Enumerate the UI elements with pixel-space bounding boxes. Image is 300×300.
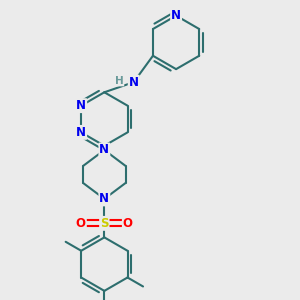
Text: N: N xyxy=(99,192,109,206)
Text: O: O xyxy=(76,217,86,230)
Text: N: N xyxy=(76,99,86,112)
Text: H: H xyxy=(115,76,123,85)
Text: S: S xyxy=(100,217,109,230)
Text: N: N xyxy=(99,143,109,157)
Text: N: N xyxy=(129,76,139,89)
Text: N: N xyxy=(171,9,181,22)
Text: O: O xyxy=(123,217,133,230)
Text: N: N xyxy=(76,126,86,139)
